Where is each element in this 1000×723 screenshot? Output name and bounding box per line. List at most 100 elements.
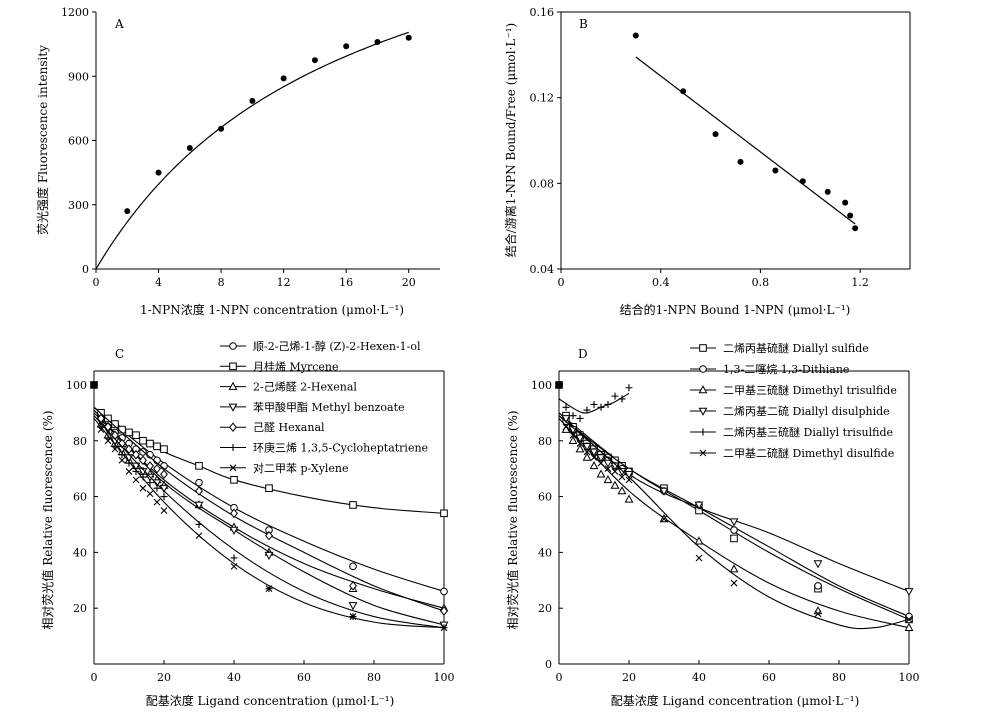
panel-d-series-1-point (730, 526, 738, 534)
panel-c-series-4-point (125, 444, 133, 454)
panel-d-series-4-point (562, 403, 570, 411)
panel-a-x-tick-label: 20 (402, 276, 416, 289)
legend-label: 二烯丙基二硫 Diallyl disulphide (723, 404, 890, 418)
panel-d-series-4-point (604, 400, 612, 408)
panel-c-series-5-point (153, 484, 161, 492)
legend-marker (229, 422, 237, 432)
legend-marker (229, 444, 237, 451)
panel-b-ylabel: 结合/游离1-NPN Bound/Free (μmol·L⁻¹) (503, 23, 518, 257)
panel-a-y-tick-label: 600 (68, 135, 89, 148)
panel-d-series-2-point (582, 452, 592, 461)
legend-marker (229, 362, 237, 371)
panel-c-series-4-point (153, 463, 161, 474)
panel-c-series-4-point (195, 486, 203, 496)
panel-d-series-3-point (813, 560, 823, 569)
panel-a-series-0-point (186, 144, 193, 151)
panel-c-start-point (90, 381, 98, 389)
legend-item: 1,3-二噻烷 1,3-Dithiane (690, 362, 849, 376)
panel-d-series-5-point (814, 610, 822, 618)
panel-d-series-3-point (568, 426, 578, 435)
panel-c-series-3-point (229, 526, 239, 535)
panel-b-y-tick-label: 0.04 (530, 263, 555, 276)
panel-d-x-tick-label: 20 (622, 671, 636, 684)
panel-d-series-0-point (730, 534, 738, 543)
panel-c-series-0-point (440, 587, 448, 596)
panel-c-series-6-curve (93, 418, 445, 629)
panel-b-letter: B (579, 17, 588, 31)
panel-b-series-0-point (824, 188, 831, 195)
panel-d-series-4-point (583, 406, 591, 414)
legend-item: 环庚三烯 1,3,5-Cycloheptatriene (220, 441, 428, 455)
legend-marker (699, 344, 707, 352)
legend-item: 己醛 Hexanal (220, 420, 325, 434)
legend-label: 二甲基三硫醚 Dimethyl trisulfide (723, 383, 897, 397)
panel-d-series-2-point (596, 469, 606, 478)
panel-c-series-3-point (194, 501, 204, 510)
panel-d-series-3-point (659, 487, 669, 496)
panel-c-letter: C (115, 347, 124, 361)
panel-c-series-1-point (195, 462, 203, 470)
panel-c-series-4-point (132, 449, 140, 460)
panel-d-series-0-curve (558, 412, 910, 620)
panel-b-y-tick-label: 0.16 (530, 6, 555, 19)
panel-a-letter: A (114, 17, 124, 31)
panel-d-y-tick-label: 60 (538, 491, 552, 504)
panel-c-x-tick-label: 20 (157, 671, 171, 684)
panel-d-series-4-point (590, 400, 598, 408)
panel-c-series-6-point (160, 507, 168, 514)
panel-d-series-5-point (730, 579, 738, 587)
panel-d-x-tick-label: 0 (556, 671, 563, 684)
legend-marker (698, 385, 708, 394)
legend-label: 己醛 Hexanal (253, 420, 325, 434)
panel-b-y-tick-label: 0.12 (530, 92, 555, 105)
legend-marker (698, 407, 708, 416)
panel-a-ylabel: 荧光强度 Fluorescence intensity (35, 45, 50, 235)
panel-b-series-0-point (772, 167, 779, 174)
legend-label: 顺-2-己烯-1-醇 (Z)-2-Hexen-1-ol (253, 339, 421, 353)
panel-a-y-tick-label: 1200 (61, 6, 89, 19)
panel-d-series-3-point (694, 501, 704, 510)
panel-b-series-0 (632, 32, 859, 232)
panel-a-series-0 (124, 34, 412, 215)
panel-c-ylabel: 相对荧光值 Relative fluorescence (%) (40, 410, 55, 629)
panel-d-legend: 二烯丙基硫醚 Diallyl sulfide 1,3-二噻烷 1,3-Dithia… (690, 341, 897, 460)
panel-c-series-1-point (265, 484, 273, 492)
panel-b-x-tick-label: 0 (558, 276, 565, 289)
panel-a-x-tick-label: 4 (155, 276, 162, 289)
legend-label: 1,3-二噻烷 1,3-Dithiane (723, 362, 849, 376)
panel-c-series-5-point (230, 554, 238, 562)
panel-c-y-tick-label: 40 (73, 546, 87, 559)
panel-a-series-0-point (218, 125, 225, 132)
panel-d-x-tick-label: 80 (832, 671, 846, 684)
panel-d-series-5-point (611, 468, 619, 475)
panel-d-series-5-point (695, 554, 703, 562)
panel-c-series-2-curve (93, 412, 445, 609)
panel-d-series-5-point (604, 465, 612, 473)
legend-item: 月桂烯 Myrcene (220, 359, 339, 373)
legend-item: 二烯丙基二硫 Diallyl disulphide (690, 404, 890, 418)
panel-b-x-tick-label: 0.4 (652, 276, 670, 289)
panel-d-series-3-point (561, 415, 571, 424)
panel-c: C 配基浓度 Ligand concentration (μmol·L⁻¹) 相… (40, 339, 455, 708)
panel-c-series-4-curve (93, 406, 445, 612)
panel-c-series-6-point (132, 476, 140, 484)
panel-d-series-4-point (625, 384, 633, 392)
panel-d-series-3-point (603, 459, 613, 468)
panel-a-axes: 0 4 8 12 16 20 0 300 600 900 1200 (61, 6, 440, 289)
legend-label: 对二甲苯 p-Xylene (253, 461, 349, 475)
panel-c-series-6-point (111, 445, 119, 453)
panel-c-series-6-point (146, 490, 154, 498)
panel-d-series-5 (558, 415, 913, 630)
panel-d-series-3-point (589, 448, 599, 457)
panel-d-series-4-point (569, 412, 577, 420)
panel-d-start-point (555, 381, 563, 389)
legend-marker (228, 403, 238, 412)
panel-d-y-tick-label: 20 (538, 602, 552, 615)
panel-c-series-6-point (265, 585, 273, 593)
panel-d-series-2-point (603, 474, 613, 484)
panel-c-series-5-curve (93, 415, 445, 629)
panel-d-series-5-point (618, 473, 626, 481)
panel-d-series-2 (558, 418, 914, 632)
panel-a-x-tick-label: 0 (93, 276, 100, 289)
panel-d-series-4-point (597, 403, 605, 411)
